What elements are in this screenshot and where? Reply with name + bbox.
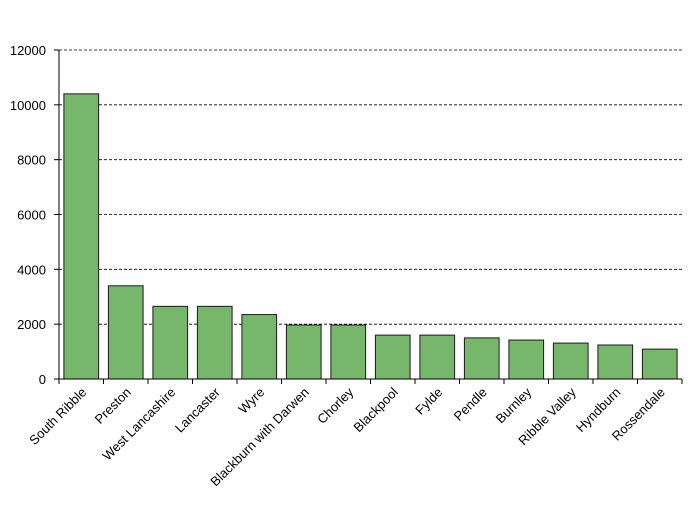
x-tick-label: Wyre [235, 385, 267, 417]
bar [241, 314, 278, 380]
y-tick-label: 4000 [17, 262, 46, 277]
bar [152, 305, 189, 380]
x-tick-label: Lancaster [172, 384, 223, 435]
bar [374, 334, 411, 380]
y-tick-label: 0 [39, 372, 46, 387]
bar [641, 348, 678, 380]
y-tick-label: 2000 [17, 317, 46, 332]
x-tick-label: Chorley [314, 384, 357, 427]
x-tick-label: South Ribble [26, 385, 89, 448]
x-tick-label: Fylde [412, 385, 445, 418]
y-tick-label: 10000 [10, 98, 46, 113]
y-tick-label: 8000 [17, 153, 46, 168]
bar [419, 334, 456, 380]
bar [552, 342, 589, 380]
bar [330, 324, 367, 380]
bar [63, 93, 100, 380]
x-tick-label: Burnley [493, 384, 535, 426]
x-tick-label: Preston [92, 385, 134, 427]
y-tick-label: 12000 [10, 43, 46, 58]
x-tick-label: Pendle [451, 385, 490, 424]
bar [508, 339, 545, 380]
bar [107, 285, 144, 380]
bar [597, 344, 634, 380]
y-tick-label: 6000 [17, 208, 46, 223]
bar [285, 324, 322, 380]
bar [196, 305, 233, 380]
bar [463, 337, 500, 380]
x-tick-label: Blackpool [350, 384, 401, 435]
